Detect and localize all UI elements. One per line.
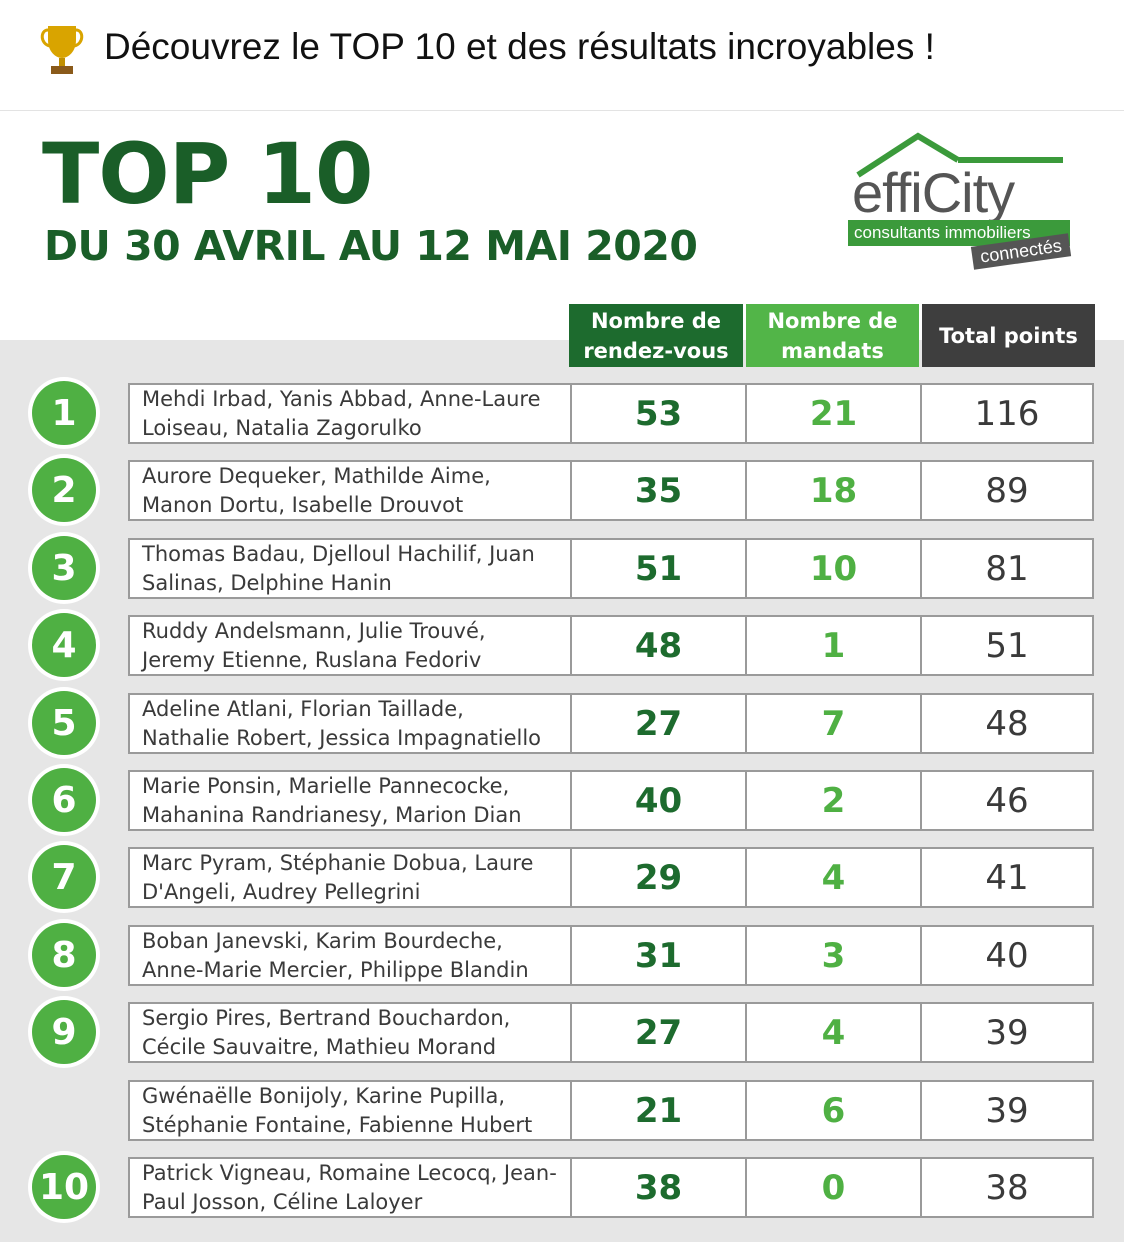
- team-names: Marc Pyram, Stéphanie Dobua, Laure D'Ang…: [128, 847, 572, 908]
- mandats-value: 2: [745, 770, 922, 831]
- post-caption-text: Découvrez le TOP 10 et des résultats inc…: [104, 26, 935, 67]
- rdv-value: 27: [570, 1002, 747, 1063]
- table-row: Ruddy Andelsmann, Julie Trouvé, Jeremy E…: [128, 615, 1094, 676]
- rdv-value: 31: [570, 925, 747, 986]
- mandats-value: 6: [745, 1080, 922, 1141]
- rdv-value: 27: [570, 693, 747, 754]
- poster-subtitle: DU 30 AVRIL AU 12 MAI 2020: [44, 222, 698, 270]
- table-row: Mehdi Irbad, Yanis Abbad, Anne-Laure Loi…: [128, 383, 1094, 444]
- top10-poster: TOP 10 DU 30 AVRIL AU 12 MAI 2020 effiCi…: [0, 112, 1124, 1242]
- header-rendez-vous: Nombre de rendez-vous: [569, 304, 743, 367]
- header-total-points: Total points: [922, 304, 1095, 367]
- rdv-value: 40: [570, 770, 747, 831]
- total-points-value: 46: [920, 770, 1094, 831]
- rank-badge: 3: [28, 532, 100, 604]
- table-row: Sergio Pires, Bertrand Bouchardon, Cécil…: [128, 1002, 1094, 1063]
- team-names: Gwénaëlle Bonijoly, Karine Pupilla, Stép…: [128, 1080, 572, 1141]
- total-points-value: 81: [920, 538, 1094, 599]
- post-caption-bar: Découvrez le TOP 10 et des résultats inc…: [0, 0, 1124, 111]
- mandats-value: 1: [745, 615, 922, 676]
- rank-number: 6: [32, 768, 96, 832]
- rank-number: 9: [32, 1000, 96, 1064]
- rank-number: 4: [32, 613, 96, 677]
- rank-badge: 5: [28, 687, 100, 759]
- total-points-value: 41: [920, 847, 1094, 908]
- mandats-value: 10: [745, 538, 922, 599]
- trophy-icon: [40, 26, 84, 74]
- rank-badge: 8: [28, 919, 100, 991]
- total-points-value: 38: [920, 1157, 1094, 1218]
- table-row: Thomas Badau, Djelloul Hachilif, Juan Sa…: [128, 538, 1094, 599]
- team-names: Aurore Dequeker, Mathilde Aime, Manon Do…: [128, 460, 572, 521]
- total-points-value: 89: [920, 460, 1094, 521]
- total-points-value: 40: [920, 925, 1094, 986]
- team-names: Mehdi Irbad, Yanis Abbad, Anne-Laure Loi…: [128, 383, 572, 444]
- header-mandats: Nombre de mandats: [746, 304, 919, 367]
- rank-badge: 6: [28, 764, 100, 836]
- total-points-value: 48: [920, 693, 1094, 754]
- table-row: Adeline Atlani, Florian Taillade, Nathal…: [128, 693, 1094, 754]
- rank-badge: 10: [28, 1151, 100, 1223]
- mandats-value: 3: [745, 925, 922, 986]
- table-row: Marc Pyram, Stéphanie Dobua, Laure D'Ang…: [128, 847, 1094, 908]
- rank-number: 3: [32, 536, 96, 600]
- rank-badge: 2: [28, 454, 100, 526]
- rdv-value: 29: [570, 847, 747, 908]
- table-row: Patrick Vigneau, Romaine Lecocq, Jean-Pa…: [128, 1157, 1094, 1218]
- mandats-value: 0: [745, 1157, 922, 1218]
- rank-badge: 7: [28, 841, 100, 913]
- team-names: Ruddy Andelsmann, Julie Trouvé, Jeremy E…: [128, 615, 572, 676]
- mandats-value: 4: [745, 847, 922, 908]
- team-names: Thomas Badau, Djelloul Hachilif, Juan Sa…: [128, 538, 572, 599]
- mandats-value: 4: [745, 1002, 922, 1063]
- team-names: Adeline Atlani, Florian Taillade, Nathal…: [128, 693, 572, 754]
- rank-number: 7: [32, 845, 96, 909]
- rank-badge: 9: [28, 996, 100, 1068]
- rdv-value: 48: [570, 615, 747, 676]
- mandats-value: 18: [745, 460, 922, 521]
- table-row: Boban Janevski, Karim Bourdeche, Anne-Ma…: [128, 925, 1094, 986]
- team-names: Patrick Vigneau, Romaine Lecocq, Jean-Pa…: [128, 1157, 572, 1218]
- table-row: Gwénaëlle Bonijoly, Karine Pupilla, Stép…: [128, 1080, 1094, 1141]
- team-names: Marie Ponsin, Marielle Pannecocke, Mahan…: [128, 770, 572, 831]
- rank-number: 8: [32, 923, 96, 987]
- efficity-logo: effiCity consultants immobiliers connect…: [848, 130, 1084, 270]
- total-points-value: 39: [920, 1002, 1094, 1063]
- rdv-value: 35: [570, 460, 747, 521]
- rdv-value: 38: [570, 1157, 747, 1218]
- rdv-value: 21: [570, 1080, 747, 1141]
- rank-number: 5: [32, 691, 96, 755]
- table-row: Aurore Dequeker, Mathilde Aime, Manon Do…: [128, 460, 1094, 521]
- total-points-value: 116: [920, 383, 1094, 444]
- mandats-value: 21: [745, 383, 922, 444]
- rank-number: 1: [32, 381, 96, 445]
- rank-number: 2: [32, 458, 96, 522]
- table-row: Marie Ponsin, Marielle Pannecocke, Mahan…: [128, 770, 1094, 831]
- total-points-value: 39: [920, 1080, 1094, 1141]
- house-roof-icon: [856, 132, 1063, 178]
- team-names: Sergio Pires, Bertrand Bouchardon, Cécil…: [128, 1002, 572, 1063]
- rank-badge: 1: [28, 377, 100, 449]
- total-points-value: 51: [920, 615, 1094, 676]
- rdv-value: 53: [570, 383, 747, 444]
- logo-wordmark: effiCity: [852, 161, 1015, 224]
- poster-title: TOP 10: [42, 125, 373, 223]
- team-names: Boban Janevski, Karim Bourdeche, Anne-Ma…: [128, 925, 572, 986]
- rank-badge: 4: [28, 609, 100, 681]
- rdv-value: 51: [570, 538, 747, 599]
- rank-number: 10: [32, 1155, 96, 1219]
- mandats-value: 7: [745, 693, 922, 754]
